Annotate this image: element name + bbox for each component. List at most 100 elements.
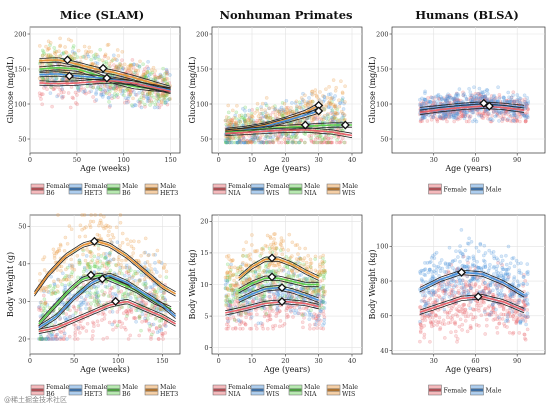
data-point [82,44,87,49]
data-point [157,286,161,291]
data-point [226,324,231,329]
data-point [81,282,86,287]
data-point [284,106,289,110]
data-point [131,66,136,70]
data-point [237,113,242,118]
data-point [232,116,236,120]
data-point [123,100,127,105]
data-point [59,335,63,340]
legend-label-group: NIA [228,190,241,197]
data-point [123,265,128,270]
data-point [161,332,165,336]
data-point [435,119,440,124]
data-point [94,290,98,294]
data-point [307,317,312,322]
data-point [518,115,523,119]
data-point [106,56,111,60]
data-point [446,92,450,97]
data-point [158,307,163,312]
data-point [100,93,104,97]
data-point [83,267,87,271]
data-point [79,295,84,300]
data-point [140,312,145,316]
data-point [102,256,107,260]
data-point [241,138,246,143]
data-point [263,101,268,106]
data-point [125,314,129,318]
data-point [291,315,295,319]
data-point [277,324,282,329]
data-point [158,94,163,99]
data-point [455,112,459,116]
data-point [282,322,287,326]
data-point [52,279,56,284]
data-point [153,102,158,107]
data-point [156,91,161,96]
data-point [107,105,112,109]
data-point [97,223,101,228]
data-point [131,90,136,94]
data-point [84,329,89,333]
data-point [105,285,109,290]
data-point [58,44,62,49]
data-point [421,115,426,120]
data-point [265,326,270,331]
data-point [248,120,252,124]
data-point [146,66,151,71]
legend-label: Male [486,187,502,194]
data-point [324,87,328,91]
data-point [315,140,320,145]
data-point [128,89,133,93]
data-point [273,323,278,328]
data-point [110,232,115,237]
data-point [94,56,98,60]
data-point [243,322,248,326]
data-point [107,229,111,234]
data-point [246,140,250,145]
data-point [55,94,59,99]
data-point [39,92,44,96]
data-point [507,95,511,100]
data-point [116,95,120,100]
data-point [120,305,124,310]
data-point [108,85,113,90]
data-point [295,274,300,279]
data-point [238,322,242,327]
data-point [77,286,81,291]
data-point [152,72,157,77]
x-tick-label: 50 [70,357,78,365]
data-point [73,90,78,95]
data-point [73,311,78,315]
data-point [84,306,88,311]
data-point [470,119,475,124]
data-point [155,105,160,110]
legend-key [212,183,227,195]
data-point [85,290,90,295]
data-point [325,96,330,100]
data-point [128,291,133,296]
data-point [44,337,48,341]
data-point [305,102,310,106]
data-point [335,118,340,123]
data-point [430,96,435,100]
data-point [103,84,107,89]
data-point [71,96,76,101]
data-point [102,316,107,321]
data-point [63,285,67,290]
data-point [322,317,327,322]
data-point [89,291,93,296]
data-point [332,116,337,120]
data-point [59,268,63,273]
data-point [153,267,157,272]
data-point [441,116,445,121]
data-point [62,248,67,253]
x-axis-label: Age (years) [263,164,310,173]
y-axis-label: Body Weight (g) [6,252,15,317]
data-point [268,134,272,138]
data-point [153,316,158,321]
data-point [328,96,333,100]
x-tick-label: 0 [217,156,221,164]
